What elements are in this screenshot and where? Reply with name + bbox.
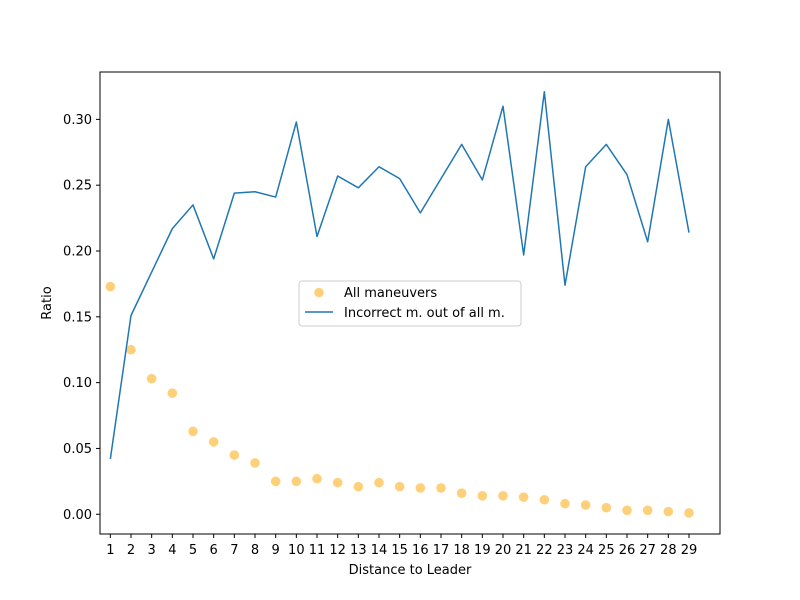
y-tick-label: 0.25 [63, 179, 92, 194]
scatter-point [208, 437, 219, 447]
y-tick-label: 0.00 [63, 508, 92, 523]
x-tick-label: 25 [598, 543, 615, 558]
scatter-point [229, 450, 240, 460]
series-line-incorrect-maneuvers [109, 90, 690, 460]
x-tick-label: 26 [619, 543, 636, 558]
scatter-point [518, 492, 529, 502]
x-tick-label: 24 [577, 543, 594, 558]
x-tick-label: 10 [288, 543, 305, 558]
x-tick-label: 22 [536, 543, 553, 558]
x-tick-label: 6 [210, 543, 218, 558]
scatter-point [456, 488, 467, 498]
scatter-point [394, 481, 405, 492]
scatter-point [622, 505, 632, 516]
x-tick-label: 29 [681, 543, 698, 558]
x-tick-label: 2 [127, 543, 135, 558]
x-tick-label: 11 [309, 543, 326, 558]
scatter-point [436, 483, 446, 493]
x-axis-label: Distance to Leader [349, 563, 472, 578]
legend-label-incorrect-maneuvers: Incorrect m. out of all m. [344, 306, 505, 321]
x-tick-label: 1 [106, 543, 114, 558]
y-tick-label: 0.30 [63, 113, 92, 128]
x-tick-label: 17 [433, 543, 450, 558]
x-tick-label: 20 [495, 543, 512, 558]
scatter-point [601, 502, 612, 513]
x-tick-label: 9 [272, 543, 280, 558]
x-tick-label: 8 [251, 543, 259, 558]
scatter-point [291, 476, 302, 487]
x-tick-label: 28 [660, 543, 677, 558]
scatter-point [353, 481, 364, 492]
x-axis-ticks: 1 2 3 4 5 6 7 8 9 10 11 12 13 14 15 16 17 18 19 20 21 22 23 24 2… [106, 534, 697, 558]
x-tick-label: 15 [391, 543, 408, 558]
x-tick-label: 16 [412, 543, 429, 558]
scatter-point [539, 494, 550, 505]
scatter-point [415, 483, 426, 493]
scatter-point [684, 508, 694, 518]
x-tick-label: 3 [148, 543, 156, 558]
scatter-point [105, 281, 116, 292]
scatter-point [374, 477, 384, 488]
x-tick-label: 13 [350, 543, 367, 558]
x-tick-label: 19 [474, 543, 491, 558]
scatter-point [498, 491, 508, 501]
y-tick-label: 0.20 [63, 245, 92, 260]
y-axis-ticks: 0.00 0.05 0.10 0.15 0.20 0.25 0.30 [63, 113, 100, 523]
scatter-point [270, 476, 281, 487]
x-tick-label: 14 [371, 543, 388, 558]
legend: All maneuvers Incorrect m. out of all m. [298, 280, 522, 327]
scatter-point [126, 344, 136, 355]
scatter-point [250, 458, 260, 468]
x-tick-label: 18 [453, 543, 470, 558]
axes-frame [99, 71, 721, 535]
x-tick-label: 23 [557, 543, 574, 558]
scatter-point [663, 506, 674, 517]
x-tick-label: 7 [230, 543, 238, 558]
axes [99, 71, 721, 535]
plot-area [105, 90, 694, 518]
y-axis-label: Ratio [40, 286, 55, 319]
scatter-point [642, 505, 653, 516]
y-tick-label: 0.15 [63, 310, 92, 325]
scatter-point [146, 373, 157, 384]
legend-box [298, 280, 522, 327]
y-tick-label: 0.05 [63, 442, 92, 457]
scatter-point [477, 491, 488, 501]
scatter-point [560, 498, 570, 509]
y-tick-label: 0.10 [63, 376, 92, 391]
scatter-point [312, 473, 322, 484]
scatter-point [580, 500, 591, 510]
x-tick-label: 12 [329, 543, 346, 558]
legend-label-all-maneuvers: All maneuvers [344, 286, 437, 301]
scatter-point [332, 477, 343, 488]
x-tick-label: 27 [639, 543, 656, 558]
scatter-point [167, 388, 178, 398]
legend-marker-all-maneuvers [314, 287, 324, 298]
x-tick-label: 5 [189, 543, 197, 558]
x-tick-label: 4 [168, 543, 176, 558]
x-tick-label: 21 [515, 543, 532, 558]
scatter-point [188, 426, 198, 437]
